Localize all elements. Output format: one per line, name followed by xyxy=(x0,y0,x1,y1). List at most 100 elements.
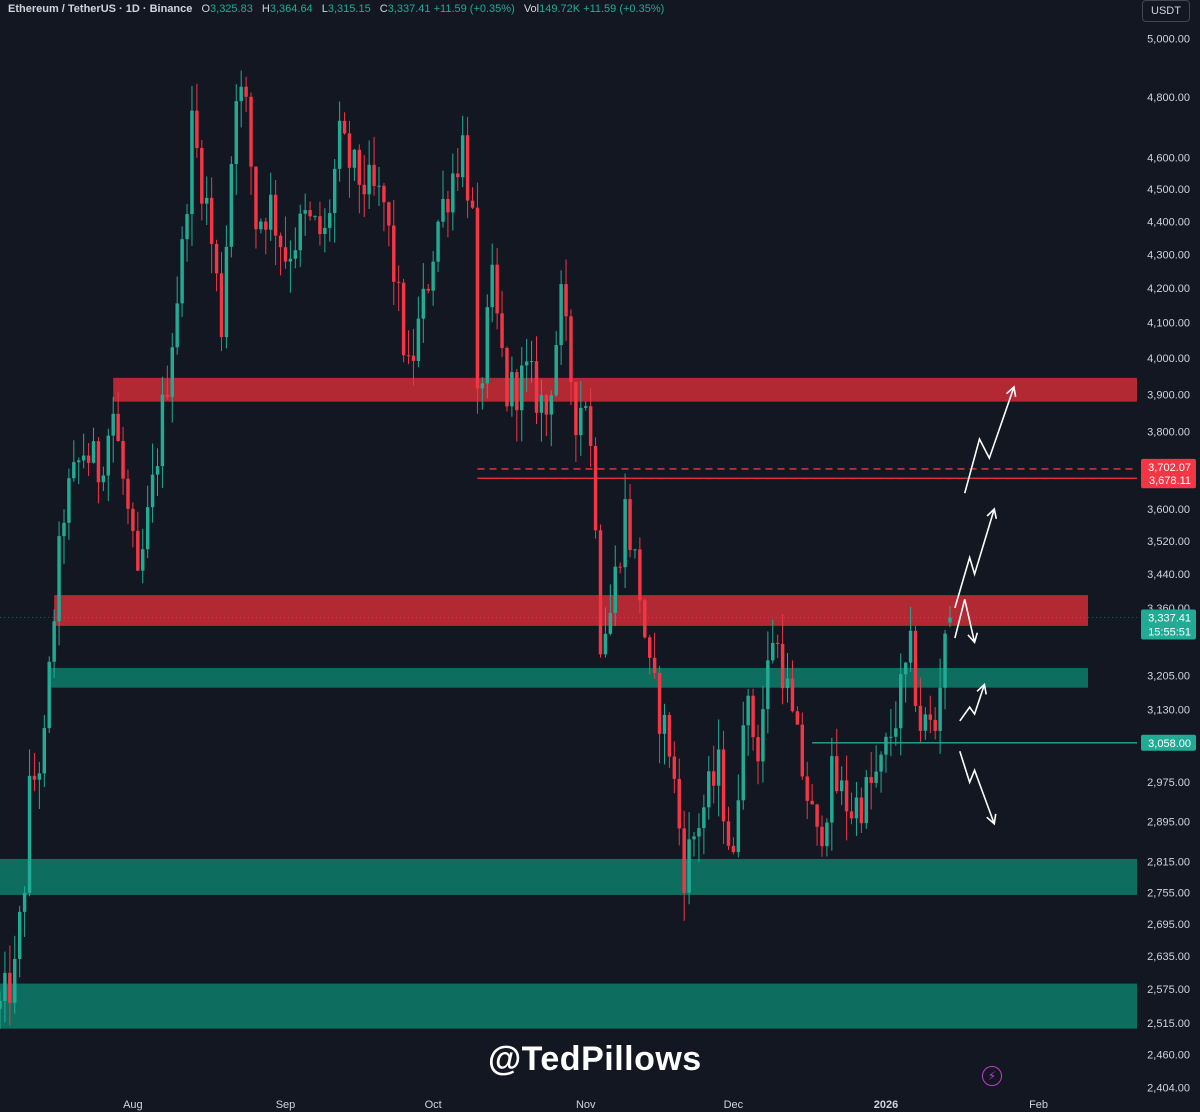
candle-body xyxy=(761,709,765,762)
candle-body xyxy=(628,499,632,551)
candle-body xyxy=(894,728,898,737)
y-tick-label: 4,300.00 xyxy=(1147,249,1190,261)
candle-body xyxy=(377,185,381,187)
candle-body xyxy=(254,166,258,230)
candle-body xyxy=(524,361,529,366)
candle-body xyxy=(608,612,613,634)
candle-body xyxy=(687,839,691,893)
candle-body xyxy=(721,749,726,822)
y-tick-label: 2,815.00 xyxy=(1147,856,1190,868)
candle-body xyxy=(603,633,608,655)
candle-body xyxy=(195,110,199,148)
symbol-header: Ethereum / TetherUS · 1D · Binance O3,32… xyxy=(8,3,664,15)
arrow-head xyxy=(976,682,987,695)
vol-label: Vol xyxy=(523,3,540,15)
candle-body xyxy=(544,395,549,415)
candle-body xyxy=(529,361,534,363)
level-label: 3,678.11 xyxy=(1149,475,1191,487)
y-tick-label: 5,000.00 xyxy=(1147,33,1190,45)
candle-body xyxy=(726,821,731,846)
resistance-zone xyxy=(54,595,1089,626)
candle-body xyxy=(505,347,509,407)
y-tick-label: 4,500.00 xyxy=(1147,184,1190,196)
candle-body xyxy=(795,711,800,725)
low-value: 3,315.15 xyxy=(327,3,371,15)
candle-body xyxy=(126,478,130,509)
y-tick-label: 2,635.00 xyxy=(1147,951,1190,963)
candle-body xyxy=(854,797,859,819)
price-axis[interactable]: 5,000.00 4,800.00 4,600.00 4,500.00 4,400.00… xyxy=(1137,0,1200,1112)
candle-body xyxy=(933,719,937,731)
candle-body xyxy=(288,258,293,262)
candle-body xyxy=(465,135,470,201)
candle-body xyxy=(357,149,362,185)
candle-body xyxy=(205,197,209,204)
candle-body xyxy=(554,345,558,396)
candle-body xyxy=(170,347,174,397)
candle-body xyxy=(500,313,504,348)
x-tick-label: Dec xyxy=(724,1099,744,1111)
candles xyxy=(0,70,952,1029)
candle-body xyxy=(495,264,499,314)
candle-body xyxy=(692,836,696,840)
candle-body xyxy=(426,288,430,291)
candle-body xyxy=(800,724,805,777)
candle-body xyxy=(839,780,844,792)
candle-body xyxy=(731,845,736,853)
candle-body xyxy=(328,213,332,228)
candle-body xyxy=(539,395,544,413)
currency-button[interactable]: USDT xyxy=(1142,0,1190,22)
candle-body xyxy=(682,828,686,893)
candle-body xyxy=(52,621,56,662)
candle-body xyxy=(401,282,406,356)
candle-body xyxy=(923,714,928,731)
candle-body xyxy=(392,225,396,282)
candle-body xyxy=(298,213,302,251)
candle-body xyxy=(864,777,869,824)
candle-body xyxy=(27,775,32,893)
candle-body xyxy=(318,216,322,235)
resistance-zone xyxy=(113,377,1138,402)
candle-body xyxy=(711,771,716,786)
candle-body xyxy=(347,133,352,168)
candle-body xyxy=(775,642,780,644)
candle-body xyxy=(707,771,711,808)
candle-body xyxy=(456,173,460,178)
candle-body xyxy=(805,776,809,801)
candle-body xyxy=(643,600,647,638)
candle-body xyxy=(869,777,873,783)
level-label-bg xyxy=(1141,458,1196,475)
candle-body xyxy=(101,475,106,483)
x-tick-label: 2026 xyxy=(874,1099,898,1111)
watermark: @TedPillows xyxy=(488,1040,702,1078)
lightning-icon[interactable]: ⚡ xyxy=(982,1066,1002,1086)
y-tick-label: 2,755.00 xyxy=(1147,887,1190,899)
candle-body xyxy=(185,214,189,240)
candle-body xyxy=(647,637,652,658)
zones xyxy=(0,377,1138,1029)
x-tick-label: Oct xyxy=(425,1099,442,1111)
time-axis[interactable]: Aug Sep Oct Nov Dec 2026 Feb xyxy=(123,1099,1048,1111)
candle-body xyxy=(716,749,721,786)
candle-body xyxy=(593,445,598,531)
candle-body xyxy=(766,660,770,710)
candle-body xyxy=(396,281,401,283)
scenario-arrow xyxy=(963,386,1015,494)
y-tick-label: 4,100.00 xyxy=(1147,318,1190,330)
close-value: 3,337.41 xyxy=(387,3,431,15)
candle-body xyxy=(244,86,248,97)
candle-body xyxy=(86,455,91,463)
y-tick-label: 3,600.00 xyxy=(1147,504,1190,516)
high-label: H xyxy=(261,3,270,15)
candle-body xyxy=(308,210,312,217)
candle-body xyxy=(569,316,573,383)
candle-body xyxy=(515,372,519,411)
candle-body xyxy=(387,202,391,226)
candle-body xyxy=(874,771,878,783)
candle-body xyxy=(264,221,268,230)
candle-body xyxy=(677,778,681,829)
price-axis-bg xyxy=(1137,0,1200,1112)
candle-body xyxy=(219,273,224,338)
candle-body xyxy=(859,797,864,824)
